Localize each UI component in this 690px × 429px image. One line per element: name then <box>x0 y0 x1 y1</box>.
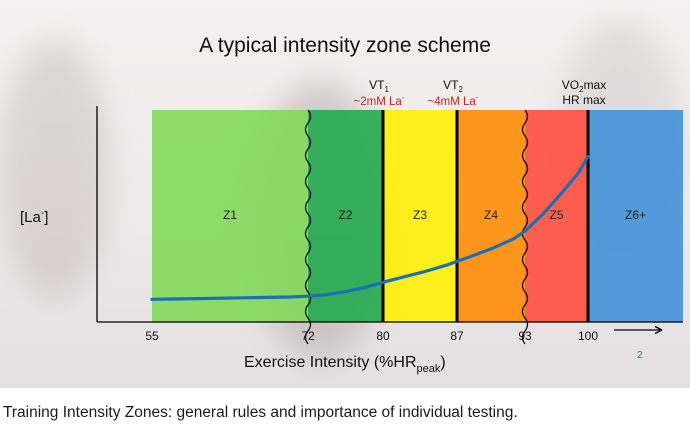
zone-z3-band <box>383 110 457 322</box>
zone-label-z1: Z1 <box>223 208 237 222</box>
x-tick-label-55: 55 <box>145 329 159 343</box>
x-direction-arrowhead <box>654 325 663 335</box>
boundaries-layer <box>304 109 590 345</box>
x-tick-label-80: 80 <box>376 329 390 343</box>
video-slide[interactable]: A typical intensity zone scheme Z1 Z2 Z3 Z4… <box>0 0 690 388</box>
fuzzy-boundary-72 <box>304 109 312 345</box>
lactate-curve-layer <box>150 155 590 301</box>
zones-layer <box>152 110 683 322</box>
threshold-note-80: ~2mM La- <box>354 93 405 108</box>
zone-label-z6plus: Z6+ <box>625 208 646 222</box>
lactate-curve <box>150 155 590 301</box>
zone-z6plus-band <box>588 110 683 322</box>
slide-page-number: 2 <box>637 350 643 361</box>
x-tick-label-93: 93 <box>518 329 532 343</box>
video-caption: Training Intensity Zones: general rules … <box>3 404 518 421</box>
threshold-label-80: VT1 <box>369 78 389 94</box>
threshold-line2-100: HR max <box>562 93 605 107</box>
threshold-note-87: ~4mM La- <box>428 93 479 108</box>
zone-label-z2: Z2 <box>338 208 352 222</box>
x-tick-label-100: 100 <box>578 329 598 343</box>
labels-layer: Z1 Z2 Z3 Z4 Z5 Z6+ 55 72 80 87 93 100 Exercise Inten… <box>20 78 646 375</box>
slide-title: A typical intensity zone scheme <box>199 34 491 57</box>
axes-layer <box>96 106 683 335</box>
zone-z4-band <box>457 110 525 322</box>
x-tick-label-72: 72 <box>301 329 315 343</box>
threshold-label-100: VO2max <box>562 78 606 94</box>
zone-chart: Z1 Z2 Z3 Z4 Z5 Z6+ 55 72 80 87 93 100 Exercise Inten… <box>20 78 683 375</box>
zone-z1-band <box>152 110 308 322</box>
fuzzy-boundary-93 <box>521 109 529 345</box>
zone-label-z4: Z4 <box>484 208 498 222</box>
background-runner-left <box>0 40 110 300</box>
x-axis-label: Exercise Intensity (%HRpeak) <box>244 354 446 375</box>
zone-label-z5: Z5 <box>549 208 563 222</box>
zone-label-z3: Z3 <box>413 208 427 222</box>
y-axis-label: [La-] <box>20 208 48 226</box>
threshold-label-87: VT2 <box>443 78 463 94</box>
zone-z5-band <box>525 110 588 322</box>
x-tick-label-87: 87 <box>450 329 464 343</box>
